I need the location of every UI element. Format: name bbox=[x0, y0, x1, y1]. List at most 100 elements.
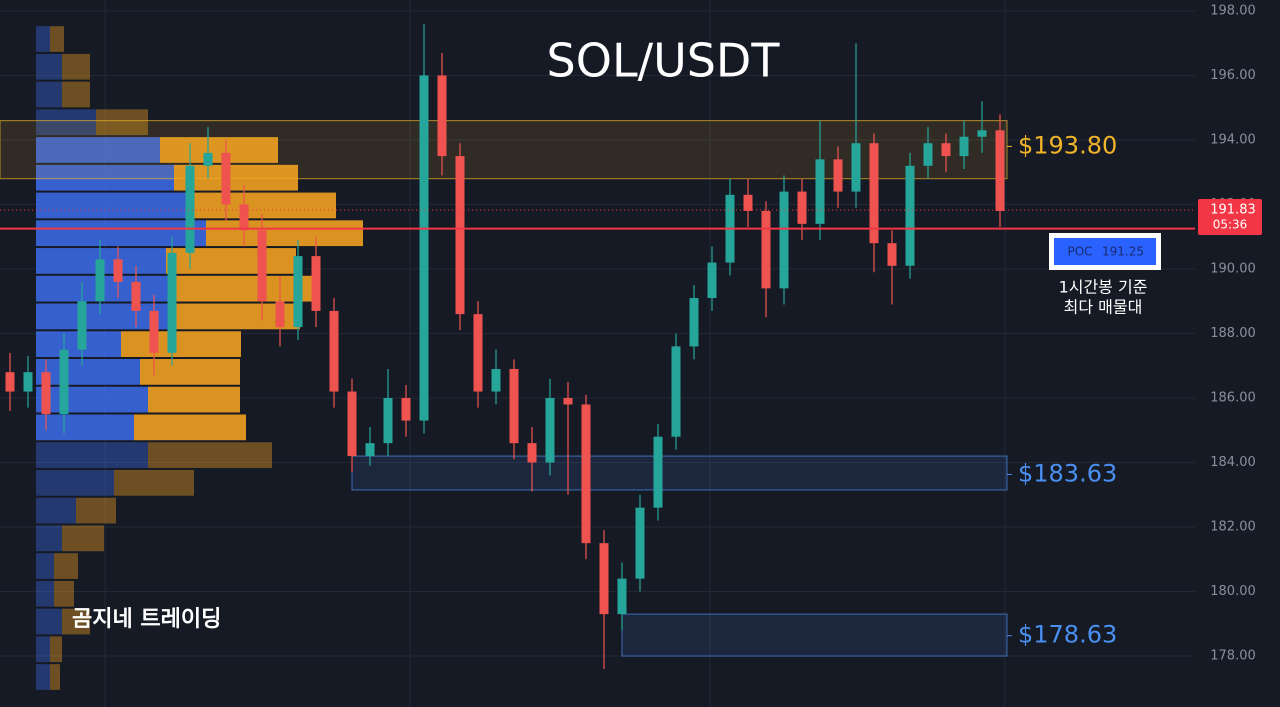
candle-body bbox=[995, 130, 1005, 211]
profile-sell-bar bbox=[50, 636, 62, 663]
profile-buy-bar bbox=[36, 164, 174, 191]
profile-buy-bar bbox=[36, 553, 54, 579]
profile-sell-bar bbox=[62, 525, 104, 552]
profile-sell-bar bbox=[50, 26, 64, 52]
profile-buy-bar bbox=[36, 442, 148, 468]
profile-sell-bar bbox=[50, 664, 60, 690]
candle-body bbox=[977, 130, 987, 137]
candle-body bbox=[329, 310, 339, 392]
candle-body bbox=[617, 578, 627, 615]
candle-body bbox=[761, 210, 771, 289]
candle-body bbox=[383, 398, 393, 444]
profile-buy-bar bbox=[36, 81, 62, 108]
candle-body bbox=[599, 543, 609, 615]
profile-buy-bar bbox=[36, 359, 140, 385]
candle-body bbox=[581, 404, 591, 544]
watermark: 곰지네 트레이딩 bbox=[72, 607, 221, 632]
candle-body bbox=[257, 230, 267, 302]
candle-body bbox=[41, 372, 51, 415]
profile-sell-bar bbox=[160, 137, 278, 163]
profile-buy-bar bbox=[36, 386, 148, 413]
candle-body bbox=[509, 368, 519, 444]
candle-body bbox=[455, 156, 465, 315]
profile-buy-bar bbox=[36, 580, 54, 607]
profile-sell-bar bbox=[54, 553, 78, 579]
poc-note: 최다 매물대 bbox=[1064, 298, 1143, 317]
candle-body bbox=[473, 314, 483, 392]
candle-body bbox=[689, 298, 699, 347]
profile-buy-bar bbox=[36, 525, 62, 552]
candle-body bbox=[923, 143, 933, 166]
profile-buy-bar bbox=[36, 636, 50, 663]
zone-label: $178.63 bbox=[1018, 621, 1117, 649]
y-tick-label: 186.00 bbox=[1210, 391, 1256, 406]
profile-sell-bar bbox=[62, 608, 90, 635]
candle-body bbox=[653, 436, 663, 508]
zone-label: $193.80 bbox=[1018, 131, 1117, 159]
y-tick-label: 184.00 bbox=[1210, 455, 1256, 470]
candle-body bbox=[311, 256, 321, 311]
profile-sell-bar bbox=[206, 220, 363, 247]
poc-value: 191.25 bbox=[1102, 245, 1144, 259]
profile-sell-bar bbox=[62, 53, 90, 80]
countdown-label: 05:36 bbox=[1213, 217, 1248, 231]
profile-buy-bar bbox=[36, 26, 50, 52]
poc-box-inner bbox=[1054, 238, 1156, 265]
y-tick-label: 194.00 bbox=[1210, 132, 1256, 147]
candle-body bbox=[59, 349, 69, 415]
candle-body bbox=[545, 398, 555, 463]
profile-buy-bar bbox=[36, 220, 206, 247]
candle-body bbox=[797, 191, 807, 224]
candle-body bbox=[239, 204, 249, 231]
profile-buy-bar bbox=[36, 53, 62, 80]
profile-sell-bar bbox=[62, 81, 90, 108]
poc-label: POC bbox=[1067, 245, 1092, 259]
profile-sell-bar bbox=[96, 109, 148, 136]
profile-sell-bar bbox=[174, 275, 316, 302]
profile-buy-bar bbox=[36, 275, 174, 302]
y-tick-label: 198.00 bbox=[1210, 3, 1256, 18]
candle-body bbox=[77, 301, 87, 350]
profile-buy-bar bbox=[36, 414, 134, 441]
profile-sell-bar bbox=[54, 580, 74, 607]
candle-body bbox=[275, 301, 285, 328]
candle-body bbox=[491, 368, 501, 392]
candle-body bbox=[527, 443, 537, 463]
y-tick-label: 180.00 bbox=[1210, 584, 1256, 599]
candle-body bbox=[419, 75, 429, 421]
candle-body bbox=[671, 346, 681, 437]
candle-body bbox=[815, 159, 825, 224]
candle-body bbox=[851, 143, 861, 192]
profile-buy-bar bbox=[36, 664, 50, 690]
candle-body bbox=[905, 165, 915, 266]
candle-body bbox=[833, 159, 843, 192]
profile-buy-bar bbox=[36, 109, 96, 136]
profile-sell-bar bbox=[148, 386, 240, 413]
profile-sell-bar bbox=[76, 497, 116, 524]
profile-sell-bar bbox=[148, 442, 272, 468]
profile-sell-bar bbox=[134, 414, 246, 441]
candle-body bbox=[563, 398, 573, 405]
candle-body bbox=[293, 256, 303, 328]
candle-body bbox=[887, 243, 897, 266]
candle-body bbox=[779, 191, 789, 289]
profile-buy-bar bbox=[36, 469, 114, 496]
zone-label: $183.63 bbox=[1018, 459, 1117, 487]
candle-body bbox=[221, 152, 231, 205]
profile-buy-bar bbox=[36, 192, 186, 219]
profile-buy-bar bbox=[36, 497, 76, 524]
candle-body bbox=[185, 165, 195, 253]
zone-box bbox=[351, 455, 1008, 491]
y-tick-label: 182.00 bbox=[1210, 520, 1256, 535]
poc-note: 1시간봉 기준 bbox=[1059, 278, 1148, 297]
y-tick-label: 178.00 bbox=[1210, 649, 1256, 664]
candle-body bbox=[131, 281, 141, 311]
last-price-label: 191.83 bbox=[1210, 202, 1256, 217]
candle-body bbox=[5, 372, 15, 392]
candle-body bbox=[707, 262, 717, 299]
candle-body bbox=[959, 136, 969, 157]
profile-sell-bar bbox=[114, 469, 194, 496]
candle-body bbox=[113, 259, 123, 282]
candle-body bbox=[95, 259, 105, 302]
